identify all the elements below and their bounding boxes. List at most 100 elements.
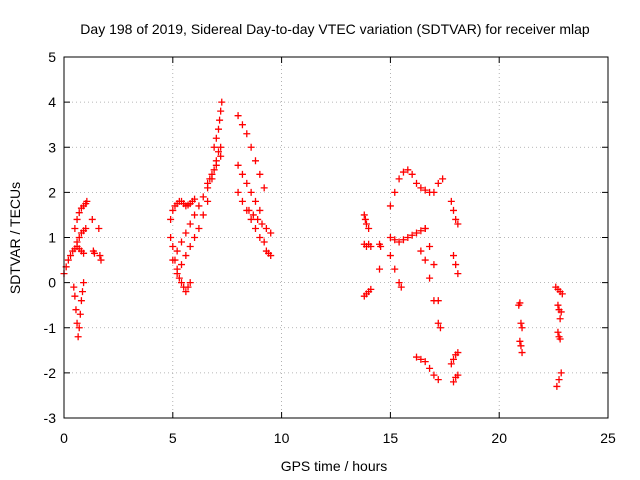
data-point-plus bbox=[97, 256, 105, 264]
data-point-plus bbox=[454, 371, 462, 379]
data-point-plus bbox=[178, 261, 186, 269]
data-point-plus bbox=[452, 261, 460, 269]
x-tick-label: 5 bbox=[169, 430, 177, 446]
data-point-plus bbox=[447, 360, 455, 368]
data-point-plus bbox=[249, 211, 257, 219]
data-point-plus bbox=[417, 227, 425, 235]
x-tick-label: 0 bbox=[60, 430, 68, 446]
y-tick-label: 5 bbox=[48, 49, 56, 65]
data-point-plus bbox=[436, 324, 444, 332]
data-point-plus bbox=[80, 279, 88, 287]
data-point-plus bbox=[195, 224, 203, 232]
data-point-plus bbox=[167, 215, 175, 223]
data-point-plus bbox=[254, 215, 262, 223]
y-tick-label: -1 bbox=[44, 320, 57, 336]
data-point-plus bbox=[214, 125, 222, 133]
data-point-plus bbox=[417, 355, 425, 363]
data-point-plus bbox=[77, 297, 85, 305]
tick-layer: 0 5 10 15 20 25 -3 -2 -1 0 1 2 3 4 5 bbox=[44, 49, 616, 446]
data-point-plus bbox=[214, 148, 222, 156]
data-point-plus bbox=[554, 301, 562, 309]
data-point-plus bbox=[413, 353, 421, 361]
data-point-plus bbox=[556, 315, 564, 323]
data-point-plus bbox=[243, 179, 251, 187]
data-point-plus bbox=[251, 224, 259, 232]
plot-frame bbox=[63, 56, 609, 419]
data-point-plus bbox=[247, 188, 255, 196]
data-point-plus bbox=[395, 175, 403, 183]
data-point-plus bbox=[238, 170, 246, 178]
data-point-plus bbox=[75, 324, 83, 332]
data-point-plus bbox=[386, 252, 394, 260]
y-axis-label: SDTVAR / TECUs bbox=[7, 182, 23, 294]
data-point-plus bbox=[267, 229, 275, 237]
data-point-plus bbox=[95, 224, 103, 232]
data-point-plus bbox=[64, 256, 72, 264]
data-point-plus bbox=[90, 249, 98, 257]
x-axis-label: GPS time / hours bbox=[281, 458, 388, 474]
data-point-plus bbox=[434, 179, 442, 187]
data-point-plus bbox=[426, 243, 434, 251]
data-point-plus bbox=[169, 206, 177, 214]
data-point-plus bbox=[251, 197, 259, 205]
data-point-plus bbox=[365, 224, 373, 232]
data-point-plus bbox=[556, 335, 564, 343]
data-point-plus bbox=[452, 215, 460, 223]
data-point-plus bbox=[367, 285, 375, 293]
data-point-plus bbox=[426, 274, 434, 282]
data-point-plus bbox=[434, 319, 442, 327]
data-point-plus bbox=[243, 130, 251, 138]
data-point-plus bbox=[256, 206, 264, 214]
data-point-plus bbox=[256, 170, 264, 178]
data-point-plus bbox=[178, 279, 186, 287]
data-point-plus bbox=[208, 170, 216, 178]
data-point-plus bbox=[417, 184, 425, 192]
data-point-plus bbox=[450, 355, 458, 363]
x-tick-label: 25 bbox=[600, 430, 616, 446]
data-point-plus bbox=[408, 231, 416, 239]
data-point-plus bbox=[430, 261, 438, 269]
data-point-plus bbox=[184, 283, 192, 291]
data-point-plus bbox=[83, 197, 91, 205]
data-point-plus bbox=[256, 234, 264, 241]
data-point-plus bbox=[421, 256, 429, 264]
data-point-plus bbox=[199, 211, 207, 219]
data-point-plus bbox=[175, 274, 183, 282]
data-point-plus bbox=[82, 224, 90, 232]
data-point-plus bbox=[518, 349, 526, 357]
data-point-plus bbox=[430, 297, 438, 305]
data-point-plus bbox=[218, 98, 226, 106]
data-point-plus bbox=[238, 197, 246, 205]
data-point-plus bbox=[204, 197, 212, 205]
data-point-plus bbox=[516, 299, 524, 307]
y-tick-label: 3 bbox=[48, 139, 56, 155]
data-point-plus bbox=[67, 252, 75, 260]
data-point-plus bbox=[518, 324, 526, 332]
data-point-plus bbox=[186, 279, 194, 287]
data-point-plus bbox=[245, 206, 253, 214]
data-point-plus bbox=[191, 234, 199, 241]
x-tick-label: 15 bbox=[383, 430, 399, 446]
data-point-plus bbox=[386, 234, 394, 241]
data-point-plus bbox=[212, 134, 220, 142]
data-point-plus bbox=[186, 220, 194, 228]
data-point-plus bbox=[553, 382, 561, 390]
data-point-plus bbox=[395, 279, 403, 287]
data-point-plus bbox=[247, 143, 255, 151]
data-point-plus bbox=[404, 166, 412, 174]
data-point-plus bbox=[73, 319, 81, 327]
data-point-plus bbox=[75, 234, 83, 241]
data-point-plus bbox=[210, 143, 218, 151]
data-point-plus bbox=[404, 234, 412, 241]
data-point-plus bbox=[454, 349, 462, 357]
data-point-plus bbox=[421, 186, 429, 194]
data-point-plus bbox=[210, 166, 218, 174]
data-point-plus bbox=[450, 378, 458, 386]
data-point-plus bbox=[234, 112, 242, 120]
data-point-plus bbox=[450, 252, 458, 260]
data-point-plus bbox=[555, 376, 563, 384]
data-point-plus bbox=[517, 319, 525, 327]
data-point-plus bbox=[70, 283, 78, 291]
data-point-plus bbox=[413, 229, 421, 237]
